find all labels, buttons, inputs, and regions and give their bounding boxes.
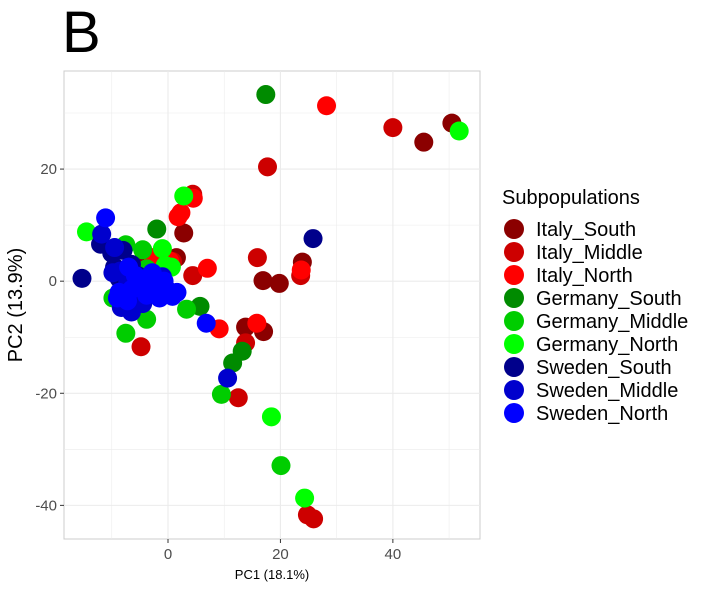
data-point	[271, 456, 291, 476]
data-point	[72, 268, 92, 288]
data-point	[116, 323, 136, 343]
data-point	[317, 96, 337, 116]
y-axis-ticks: -40 -20 0 20	[35, 161, 64, 514]
legend-key	[504, 288, 524, 308]
legend-key	[504, 403, 524, 423]
legend-key	[504, 265, 524, 285]
data-point	[103, 263, 123, 283]
y-tick-label: -20	[35, 385, 57, 402]
legend-label: Germany_North	[536, 334, 678, 356]
legend-key	[504, 242, 524, 262]
data-point	[147, 219, 167, 239]
data-point	[168, 207, 188, 227]
data-point	[247, 248, 267, 268]
plot-area	[63, 70, 481, 540]
legend-label: Sweden_Middle	[536, 380, 678, 402]
data-point	[295, 488, 315, 508]
x-tick-label: 20	[272, 546, 289, 563]
legend-key	[504, 357, 524, 377]
data-point	[174, 186, 194, 206]
x-tick-label: 40	[385, 546, 402, 563]
data-point	[174, 223, 194, 243]
panel-label: B	[62, 0, 101, 65]
data-point	[304, 509, 324, 529]
data-point	[107, 288, 127, 308]
data-point	[261, 407, 281, 427]
legend-label: Sweden_North	[536, 403, 668, 425]
legend: Subpopulations Italy_SouthItaly_MiddleIt…	[502, 187, 688, 425]
data-point	[133, 240, 153, 260]
legend-key	[504, 380, 524, 400]
data-point	[211, 384, 231, 404]
legend-key	[504, 311, 524, 331]
data-point	[76, 222, 96, 242]
data-point	[383, 118, 403, 138]
data-points	[72, 85, 469, 529]
x-tick-label: 0	[164, 546, 172, 563]
data-point	[156, 281, 176, 301]
x-axis-title: PC1 (18.1%)	[235, 567, 309, 582]
data-point	[183, 266, 203, 286]
y-tick-label: -40	[35, 497, 57, 514]
data-point	[218, 368, 238, 388]
legend-label: Italy_South	[536, 219, 636, 241]
data-point	[96, 208, 116, 228]
legend-key	[504, 219, 524, 239]
data-point	[414, 132, 434, 152]
legend-label: Italy_North	[536, 265, 633, 287]
legend-items: Italy_SouthItaly_MiddleItaly_NorthGerman…	[504, 219, 688, 425]
data-point	[256, 85, 276, 105]
data-point	[152, 239, 172, 259]
data-point	[303, 229, 323, 249]
y-tick-label: 0	[49, 273, 57, 290]
data-point	[197, 258, 217, 278]
data-point	[196, 313, 216, 333]
legend-label: Sweden_South	[536, 357, 672, 379]
data-point	[247, 313, 267, 333]
data-point	[232, 341, 252, 361]
data-point	[291, 260, 311, 280]
x-axis-ticks: 0 20 40	[164, 539, 401, 563]
data-point	[92, 224, 112, 244]
data-point	[131, 337, 151, 357]
data-point	[258, 157, 278, 177]
legend-title: Subpopulations	[502, 187, 640, 209]
legend-label: Italy_Middle	[536, 242, 643, 264]
data-point	[177, 299, 197, 319]
legend-key	[504, 334, 524, 354]
grid-lines	[64, 71, 480, 539]
data-point	[228, 388, 248, 408]
data-point	[253, 271, 273, 291]
data-point	[105, 238, 125, 258]
y-axis-title: PC2 (13.9%)	[5, 248, 27, 363]
data-point	[449, 121, 469, 141]
data-point	[269, 273, 289, 293]
legend-label: Germany_South	[536, 288, 682, 310]
legend-label: Germany_Middle	[536, 311, 688, 333]
y-tick-label: 20	[40, 161, 57, 178]
